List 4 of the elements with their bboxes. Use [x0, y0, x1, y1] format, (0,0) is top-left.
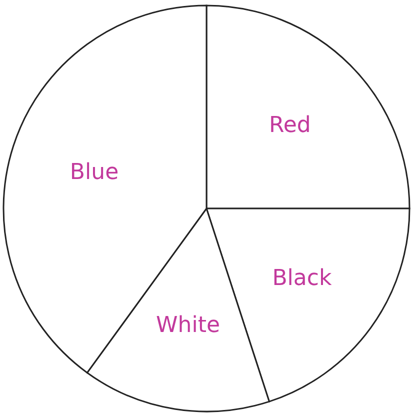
slice-label: Red [269, 113, 311, 138]
slice-label: White [156, 313, 220, 338]
slice-label: Blue [70, 160, 119, 186]
slice-label: Black [272, 266, 332, 291]
